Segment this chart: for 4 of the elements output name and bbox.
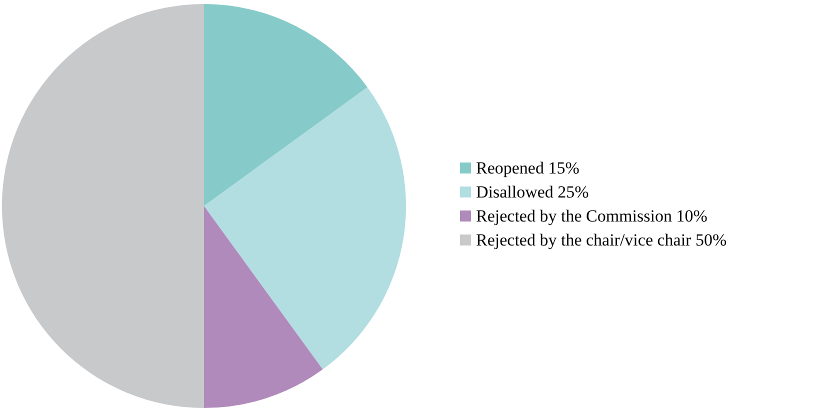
legend-label: Rejected by the Commission 10% xyxy=(476,206,708,226)
legend-label: Disallowed 25% xyxy=(476,182,589,202)
legend-label: Rejected by the chair/vice chair 50% xyxy=(476,230,727,250)
legend-label: Reopened 15% xyxy=(476,158,580,178)
